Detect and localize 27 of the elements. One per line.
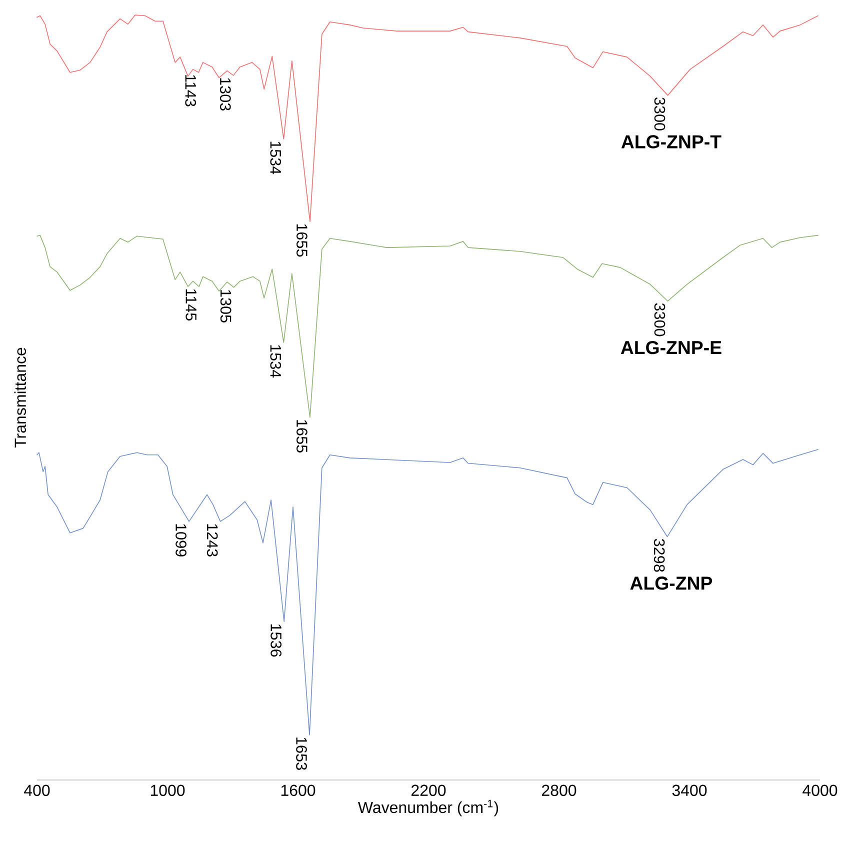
annotation: 3300	[654, 98, 666, 130]
annotation: 1303	[220, 78, 231, 110]
annotation: 1145	[186, 289, 196, 320]
text: ALG-ZNP-E	[620, 340, 722, 354]
x-axis-title: Wavenumber (cm$^{-1}$)	[358, 800, 498, 816]
annotation: 3300	[654, 303, 666, 336]
annotation: 1536	[270, 624, 282, 657]
x-tick-label: 1000	[150, 784, 185, 796]
annotation: 1534	[270, 142, 282, 174]
x-tick-label: 2800	[542, 784, 576, 796]
text: ALG-ZNP	[630, 576, 712, 590]
annotation: 1653	[296, 738, 307, 770]
x-tick-label: 4000	[802, 784, 838, 796]
x-tick-label: 2200	[411, 784, 446, 796]
x-tick-label: 1600	[281, 784, 316, 796]
annotation: 1534	[270, 345, 282, 378]
y-axis-title: Transmittance	[14, 348, 26, 448]
annotation: 3298	[654, 538, 665, 572]
annotation: 1655	[296, 420, 308, 452]
annotation: 1305	[220, 290, 232, 322]
x-tick-label: 3400	[672, 784, 707, 796]
annotation: 1099	[176, 524, 186, 556]
annotation: 1655	[296, 224, 308, 257]
x-tick-label: 400	[24, 784, 50, 796]
annotation: 1143	[185, 75, 196, 106]
annotation: 1243	[206, 524, 218, 556]
text: ALG-ZNP-T	[621, 135, 722, 148]
